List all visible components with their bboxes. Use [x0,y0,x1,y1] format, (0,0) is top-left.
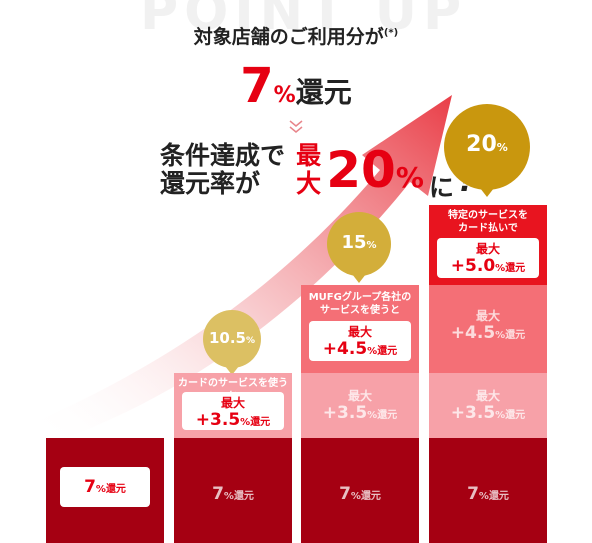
base-rate-label-number: 7 [84,477,96,497]
faded-suffix: 還元 [505,410,526,421]
condition-line-1: 条件達成で [160,141,286,170]
card-service-faded-label: 最大 +3.5%還元 [301,389,419,426]
bubble-label: 10.5% [203,329,261,347]
rate-bubble-15: 15% [327,212,391,283]
faded-suffix: 還元 [488,491,509,502]
column-base: 7%還元 [46,438,164,543]
bonus-value: +5.0%還元 [437,256,539,279]
base-segment [174,438,292,543]
bubble-unit: % [245,336,256,346]
base-segment [429,438,547,543]
bonus-max-label: 最大 [220,396,245,410]
rate-bubble-10-5: 10.5% [203,310,261,375]
faded-number: 7 [467,484,479,504]
card-service-segment [429,373,547,438]
card-service-faded-label: 最大 +3.5%還元 [429,389,547,426]
specific-service-caption: 特定のサービスを カード払いで [429,209,547,235]
base-rate-box: 7%還元 [60,467,150,507]
bonus-max-label: 最大 [347,325,372,339]
base-rate-label: 7%還元 [60,477,150,500]
condition-line-2: 還元率が [160,169,261,198]
base-rate-faded-label: 7%還元 [429,484,547,507]
base-segment [301,438,419,543]
bonus-max-label: 最大 [475,242,500,256]
faded-number: 7 [339,484,351,504]
faded-max-label: 最大 [475,309,500,323]
bubble-unit: % [366,240,377,251]
faded-number: 7 [212,484,224,504]
base-rate-label-unit: % [95,484,106,495]
max-rate-unit: % [395,161,424,194]
chevron-down-icon [289,120,303,133]
max-label-2: 大 [296,169,322,198]
bonus-number: +5.0 [450,256,496,276]
faded-suffix: 還元 [377,410,398,421]
bonus-number: +3.5 [195,410,241,430]
bonus-suffix: 還元 [250,417,271,428]
bonus-suffix: 還元 [377,346,398,357]
faded-max-label: 最大 [475,389,500,403]
base-rate-label-suffix: 還元 [105,484,126,495]
column-specific-service: 特定のサービスを カード払いで 最大 +5.0%還元 最大 +4.5%還元 最大… [429,205,547,543]
faded-unit: % [478,491,489,502]
faded-unit: % [495,330,506,341]
base-rate-faded-label: 7%還元 [301,484,419,507]
faded-unit: % [350,491,361,502]
max-label: 最 大 [296,142,321,198]
faded-suffix: 還元 [233,491,254,502]
faded-unit: % [367,410,378,421]
background-title: POINT UP [140,0,468,42]
faded-unit: % [223,491,234,502]
bonus-number: +4.5 [322,339,368,359]
base-rate-number: 7 [240,58,274,114]
max-rate-number: 20 [326,141,396,199]
column-card-service: カードのサービスを使うと 最大 +3.5%還元 7%還元 [174,373,292,543]
mufg-caption: MUFGグループ各社の サービスを使うと [301,291,419,317]
bonus-unit: % [367,346,378,357]
faded-number: +4.5 [450,323,496,343]
headline-eligible-stores: 対象店舗のご利用分が(*) [0,22,592,49]
max-suffix: に [428,173,454,202]
faded-unit: % [495,410,506,421]
base-rate-suffix: 還元 [295,76,352,109]
bubble-number: 10.5 [208,329,246,347]
faded-number: +3.5 [450,403,496,423]
card-service-bonus-box: 最大 +3.5%還元 [182,392,284,430]
mufg-bonus-box: 最大 +4.5%還元 [309,321,411,361]
bonus-unit: % [240,417,251,428]
mufg-caption-line-2: サービスを使うと [320,305,400,316]
mufg-caption-line-1: MUFGグループ各社の [308,292,412,303]
bonus-value: +3.5%還元 [182,410,284,433]
mufg-segment [429,285,547,373]
mufg-faded-label: 最大 +4.5%還元 [429,309,547,346]
bonus-value: +4.5%還元 [309,339,411,362]
base-rate-line: 7%還元 [0,58,592,114]
base-rate-faded-label: 7%還元 [174,484,292,507]
specific-service-bonus-box: 最大 +5.0%還元 [437,238,539,278]
bonus-unit: % [495,263,506,274]
faded-max-label: 最大 [347,389,372,403]
condition-text: 条件達成で 還元率が [160,142,285,198]
max-label-1: 最 [296,141,322,170]
specific-caption-line-1: 特定のサービスを [448,210,528,221]
footnote-mark: (*) [383,27,399,39]
bubble-unit: % [496,141,508,154]
bubble-number: 20 [466,132,497,157]
card-service-segment [301,373,419,438]
headline-text: 対象店舗のご利用分が [193,26,384,48]
faded-number: +3.5 [322,403,368,423]
specific-caption-line-2: カード払いで [458,223,518,234]
max-rate: 20% [326,142,424,206]
bonus-suffix: 還元 [505,263,526,274]
column-mufg-group: MUFGグループ各社の サービスを使うと 最大 +4.5%還元 最大 +3.5%… [301,285,419,543]
rate-bubble-20: 20% [444,104,530,197]
faded-suffix: 還元 [360,491,381,502]
bubble-label: 15% [327,232,391,253]
faded-suffix: 還元 [505,330,526,341]
condition-line: 条件達成で 還元率が 最 大 20% に ! [160,142,473,203]
base-rate-unit: % [273,83,296,108]
bubble-label: 20% [444,132,530,157]
bubble-number: 15 [341,232,367,253]
